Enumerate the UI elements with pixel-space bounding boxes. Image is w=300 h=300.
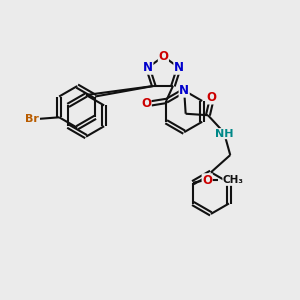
Text: CH₃: CH₃ (223, 175, 244, 185)
Text: N: N (179, 84, 189, 97)
Text: O: O (206, 91, 217, 104)
Text: Br: Br (26, 114, 39, 124)
Text: NH: NH (215, 129, 234, 139)
Text: O: O (141, 98, 151, 110)
Text: O: O (158, 50, 168, 63)
Text: N: N (174, 61, 184, 74)
Text: O: O (202, 174, 212, 187)
Text: N: N (143, 61, 153, 74)
